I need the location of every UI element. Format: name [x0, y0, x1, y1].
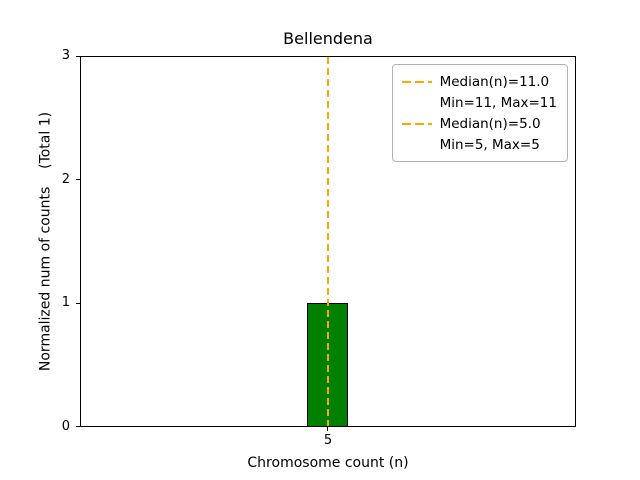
legend-item: Min=11, Max=11: [402, 93, 557, 112]
y-tick-label: 0: [61, 419, 70, 434]
legend-label: Min=11, Max=11: [439, 94, 557, 111]
x-tick-label: 5: [323, 433, 333, 448]
legend: Median(n)=11.0 Min=11, Max=11 Median(n)=…: [391, 64, 568, 162]
plot-area: Median(n)=11.0 Min=11, Max=11 Median(n)=…: [80, 56, 576, 427]
legend-item: Median(n)=5.0: [401, 114, 557, 133]
y-tick-mark: [76, 56, 80, 57]
y-tick-label: 1: [61, 295, 70, 310]
empty-swatch: [402, 144, 432, 146]
y-axis-label: Normalized num of counts (Total 1): [37, 111, 54, 372]
legend-label: Median(n)=5.0: [439, 115, 541, 132]
legend-item: Median(n)=11.0: [401, 72, 557, 91]
dashed-line-swatch: [401, 122, 432, 125]
empty-swatch: [402, 102, 432, 104]
x-axis-label: Chromosome count (n): [247, 455, 409, 471]
legend-label: Min=5, Max=5: [439, 136, 540, 153]
y-tick-mark: [76, 303, 80, 304]
y-tick-mark: [76, 179, 80, 180]
legend-item: Min=5, Max=5: [402, 135, 557, 154]
y-tick-mark: [76, 426, 80, 427]
legend-label: Median(n)=11.0: [439, 73, 550, 90]
y-tick-label: 2: [61, 172, 70, 187]
dashed-line-swatch: [401, 80, 432, 83]
y-tick-label: 3: [61, 48, 70, 63]
chart-title: Bellendena: [283, 29, 373, 48]
median-dashed-line: [327, 57, 329, 426]
x-tick-mark: [327, 427, 328, 431]
